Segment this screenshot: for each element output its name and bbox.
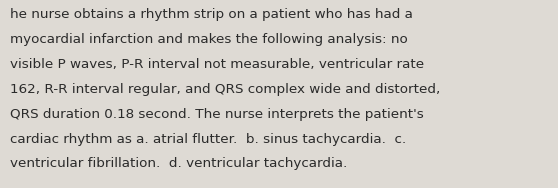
Text: 162, R-R interval regular, and QRS complex wide and distorted,: 162, R-R interval regular, and QRS compl… [10,83,440,96]
Text: cardiac rhythm as a. atrial flutter.  b. sinus tachycardia.  c.: cardiac rhythm as a. atrial flutter. b. … [10,133,406,146]
Text: visible P waves, P-R interval not measurable, ventricular rate: visible P waves, P-R interval not measur… [10,58,424,71]
Text: he nurse obtains a rhythm strip on a patient who has had a: he nurse obtains a rhythm strip on a pat… [10,8,413,21]
Text: QRS duration 0.18 second. The nurse interprets the patient's: QRS duration 0.18 second. The nurse inte… [10,108,424,121]
Text: ventricular fibrillation.  d. ventricular tachycardia.: ventricular fibrillation. d. ventricular… [10,157,348,170]
Text: myocardial infarction and makes the following analysis: no: myocardial infarction and makes the foll… [10,33,408,46]
